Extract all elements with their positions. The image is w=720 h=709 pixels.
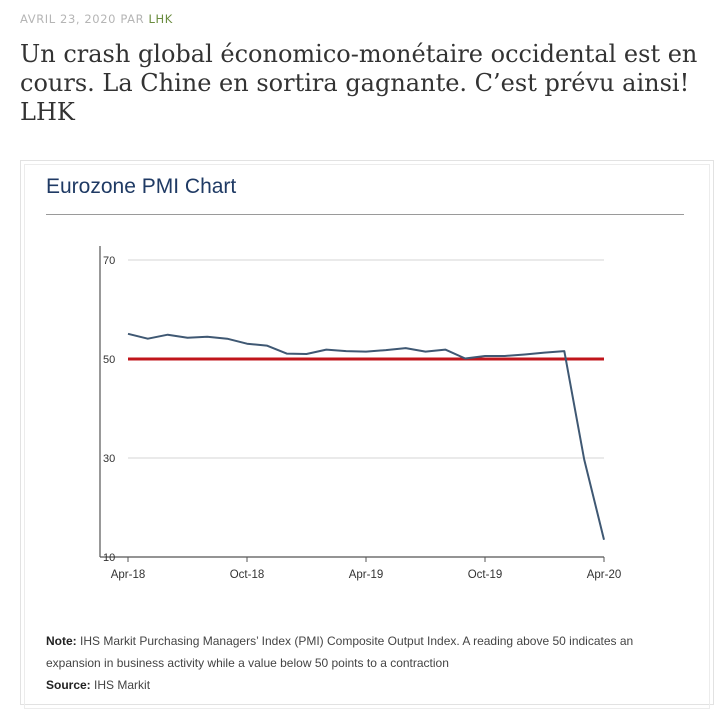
x-tick-label: Oct-19 — [468, 569, 503, 581]
note-text: Note: IHS Markit Purchasing Managers’ In… — [46, 630, 686, 674]
y-tick-label: 10 — [103, 552, 115, 564]
x-tick-label: Oct-18 — [230, 569, 265, 581]
source-body: IHS Markit — [94, 678, 150, 692]
source-label: Source: — [46, 678, 91, 692]
note-body: IHS Markit Purchasing Managers’ Index (P… — [46, 634, 633, 670]
chart-note: Note: IHS Markit Purchasing Managers’ In… — [46, 630, 686, 696]
x-tick-labels: Apr-18 Oct-18 Apr-19 Oct-19 Apr-20 — [111, 557, 622, 581]
series-group — [128, 334, 604, 540]
y-tick-labels: 10 30 50 70 — [103, 255, 115, 564]
note-label: Note: — [46, 634, 77, 648]
x-tick-label: Apr-20 — [587, 569, 622, 581]
x-tick-label: Apr-19 — [349, 569, 384, 581]
x-tick-label: Apr-18 — [111, 569, 146, 581]
axes — [100, 246, 604, 557]
y-tick-label: 50 — [103, 354, 115, 366]
y-tick-label: 70 — [103, 255, 115, 267]
series-line — [128, 334, 604, 540]
y-tick-label: 30 — [103, 453, 115, 465]
source-text: Source: IHS Markit — [46, 674, 686, 696]
